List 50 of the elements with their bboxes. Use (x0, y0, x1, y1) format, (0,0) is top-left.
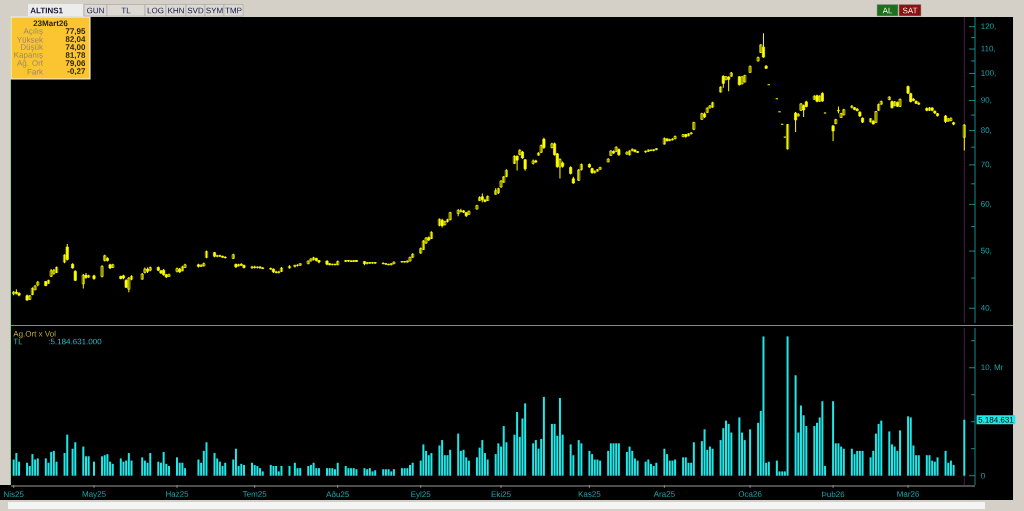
x-tick-label: May25 (82, 491, 106, 499)
annotation: 79,06 (65, 60, 86, 68)
annotation: 82,04 (65, 36, 86, 44)
chart-title: Ag.Ort x Vol (13, 330, 56, 339)
annotation: Ağ. Ort (16, 59, 43, 68)
text: SYM (206, 7, 223, 14)
annotation: Açılış (23, 27, 43, 36)
y-tick-label: 50, (981, 247, 992, 255)
x-tick-label: Haz25 (166, 491, 189, 497)
text: TL (121, 7, 131, 14)
annotation: 23Mart26 (33, 20, 68, 27)
x-tick-label: Eki25 (491, 491, 511, 498)
y-tick-label: 60, (981, 201, 992, 208)
x-tick-label: Þub26 (822, 491, 845, 498)
x-tick-label: Kas25 (578, 491, 601, 497)
text: LOG (147, 7, 164, 14)
annotation: -0,27 (67, 68, 86, 76)
x-tick-label: Aðu25 (326, 491, 349, 498)
chart-title: ALTINS1 (30, 7, 63, 14)
annotation: :5.184.631.000 (49, 338, 102, 345)
y-tick-label: 40, (980, 304, 992, 312)
y-tick-label: 70, (981, 161, 992, 169)
y-tick-label: 100, (981, 70, 996, 77)
y-tick-label: 90, (981, 97, 992, 104)
y-tick-label: 0 (981, 472, 985, 479)
x-tick-label: Tem25 (242, 491, 267, 497)
annotation: TL (13, 338, 23, 345)
x-tick-label: Eyl25 (411, 491, 431, 499)
text: TMP (225, 7, 242, 14)
y-tick-label: 110, (981, 45, 995, 53)
text: AL (882, 7, 893, 14)
annotation: 5.184.631 (978, 416, 1014, 423)
y-tick-label: 80, (981, 127, 992, 134)
annotation: Kapanış (14, 52, 43, 60)
x-tick-label: Mar26 (897, 491, 920, 497)
y-tick-label: 10, Mr (981, 364, 1004, 372)
text: SVD (187, 7, 204, 14)
text: KHN (168, 7, 184, 14)
text: SAT (902, 7, 918, 14)
x-tick-label: Nis25 (4, 491, 24, 498)
annotation: 77,95 (65, 28, 86, 36)
x-tick-label: Oca26 (738, 491, 762, 497)
text: GUN (87, 7, 104, 14)
annotation: 74,00 (65, 44, 86, 52)
annotation: 81,78 (65, 52, 86, 60)
annotation: Düşük (21, 43, 44, 52)
x-tick-label: Ara25 (653, 491, 675, 497)
annotation: Yüksek (16, 36, 44, 43)
annotation: Fark (27, 68, 44, 75)
y-tick-label: 120, (981, 23, 996, 31)
